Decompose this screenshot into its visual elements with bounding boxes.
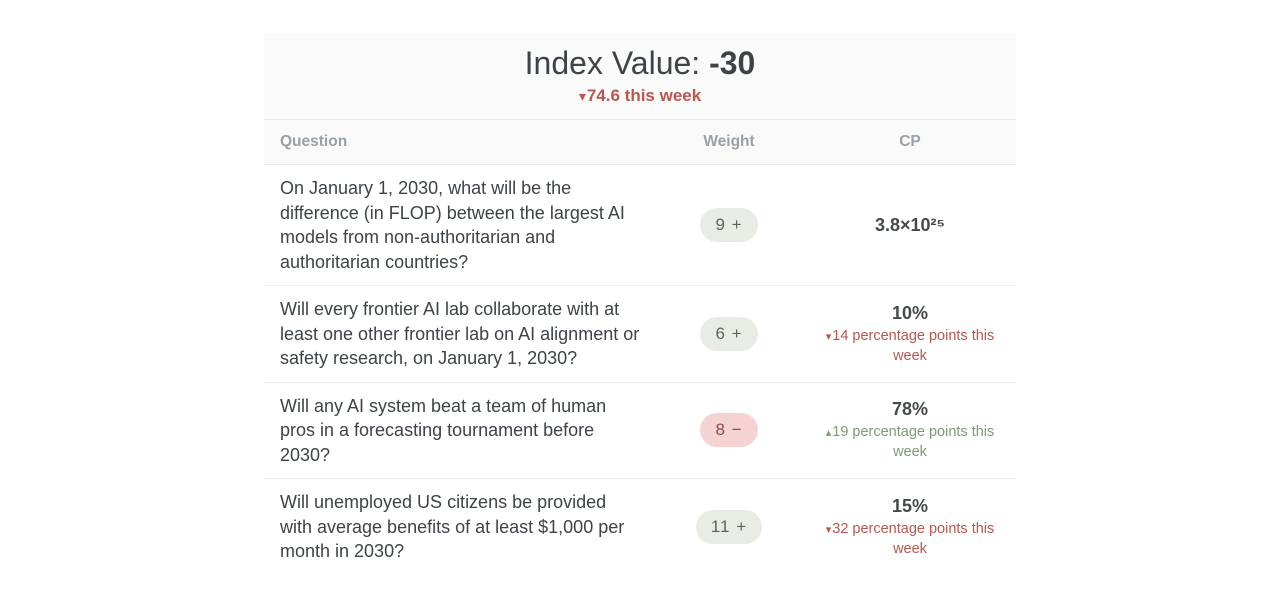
weight-cell: 6 + <box>700 316 758 351</box>
cp-weekly-change-text: 32 percentage points this week <box>832 520 995 557</box>
weight-badge: 9 + <box>700 208 758 242</box>
question-text[interactable]: Will every frontier AI lab collaborate w… <box>280 299 640 368</box>
table-row: Will every frontier AI lab collaborate w… <box>264 286 1016 383</box>
down-arrow-icon: ▾ <box>825 523 832 536</box>
column-header-cp: CP <box>899 133 921 150</box>
table-row: Will unemployed US citizens be provided … <box>264 479 1016 575</box>
question-text[interactable]: On January 1, 2030, what will be the dif… <box>280 178 625 272</box>
cp-cell: 15% ▾32 percentage points this week <box>804 495 1016 559</box>
cp-weekly-change: ▾32 percentage points this week <box>821 520 999 559</box>
cp-weekly-change-text: 14 percentage points this week <box>832 327 995 364</box>
cp-weekly-change: ▾14 percentage points this week <box>821 327 999 366</box>
table-header-row: Question Weight CP <box>264 120 1016 165</box>
weight-cell: 8 − <box>700 413 758 448</box>
index-header: Index Value: -30 ▾74.6 this week <box>264 33 1016 120</box>
weight-cell: 11 + <box>695 509 763 544</box>
cp-cell: 3.8×10²⁵ <box>804 214 1016 237</box>
cp-cell: 78% ▴19 percentage points this week <box>804 398 1016 462</box>
weight-cell: 9 + <box>700 208 758 242</box>
cp-value: 78% <box>891 399 929 420</box>
up-arrow-icon: ▴ <box>825 427 832 440</box>
index-title-label: Index Value: <box>524 45 710 81</box>
table-row: Will any AI system beat a team of human … <box>264 382 1016 479</box>
column-header-weight: Weight <box>703 133 755 150</box>
cp-cell: 10% ▾14 percentage points this week <box>804 302 1016 366</box>
cp-value: 10% <box>891 302 929 323</box>
question-text[interactable]: Will any AI system beat a team of human … <box>280 395 607 465</box>
index-card: Index Value: -30 ▾74.6 this week Questio… <box>264 33 1016 575</box>
down-arrow-icon: ▾ <box>578 88 586 104</box>
index-title: Index Value: -30 <box>264 42 1016 84</box>
table-row: On January 1, 2030, what will be the dif… <box>264 165 1016 286</box>
question-text[interactable]: Will unemployed US citizens be provided … <box>280 492 625 561</box>
index-weekly-change: ▾74.6 this week <box>264 85 1016 107</box>
cp-weekly-change: ▴19 percentage points this week <box>821 423 999 462</box>
cp-value: 15% <box>891 495 929 516</box>
index-value: -30 <box>709 45 756 81</box>
index-weekly-change-text: 74.6 this week <box>586 86 702 105</box>
weight-badge: 11 + <box>695 509 763 544</box>
weight-badge: 8 − <box>700 413 758 448</box>
column-header-question: Question <box>280 133 348 150</box>
down-arrow-icon: ▾ <box>825 330 832 343</box>
weight-badge: 6 + <box>700 316 758 351</box>
cp-weekly-change-text: 19 percentage points this week <box>832 424 995 461</box>
cp-value: 3.8×10²⁵ <box>874 214 945 235</box>
